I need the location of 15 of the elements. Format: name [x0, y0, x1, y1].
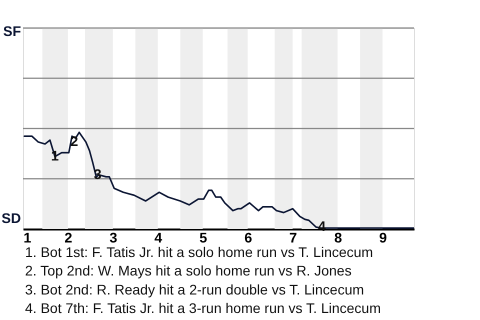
text: 1. Bot 1st: F. Tatis Jr. hit a solo home run vs T. Lincecum: [25, 244, 374, 260]
x-tick-label: 9: [379, 230, 388, 246]
x-tick-label: 8: [334, 230, 342, 246]
x-tick-label: 3: [109, 230, 118, 246]
x-tick-label: 4: [154, 230, 162, 246]
text: SD: [2, 210, 21, 226]
x-tick-label: 1: [24, 230, 32, 246]
text: SF: [3, 23, 22, 39]
x-tick-label: 2: [64, 230, 73, 246]
text: 2. Top 2nd: W. Mays hit a solo home run vs R. Jones: [25, 262, 352, 279]
text: 3. Bot 2nd: R. Ready hit a 2-run double vs T. Lincecum: [25, 281, 364, 298]
x-tick-label: 7: [289, 230, 298, 246]
x-tick-label: 5: [199, 230, 208, 246]
text: 4. Bot 7th: F. Tatis Jr. hit a 3-run home run vs T. Lincecum: [25, 300, 381, 316]
x-tick-label: 6: [244, 230, 252, 246]
